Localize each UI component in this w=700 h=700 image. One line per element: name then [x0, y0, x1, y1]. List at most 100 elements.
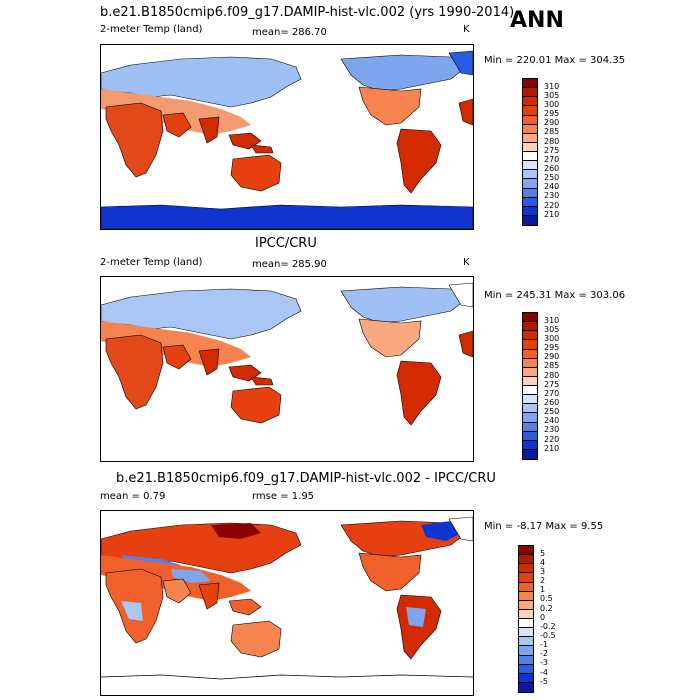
colorbar-tick-label: -2 [540, 649, 548, 658]
panel2-colorbar-segment [523, 358, 537, 368]
panel3-colorbar-segment [519, 628, 533, 638]
panel2-colorbar-segment [523, 386, 537, 396]
colorbar-tick-label: 270 [544, 389, 560, 398]
colorbar-tick-label: 250 [544, 407, 560, 416]
colorbar-tick-label: 280 [544, 371, 560, 380]
colorbar-tick-label: 0 [540, 613, 546, 622]
colorbar-tick-label: 305 [544, 325, 560, 334]
panel2-minmax-label: Min = 245.31 Max = 303.06 [484, 290, 626, 301]
panel3-mean-label: mean = 0.79 [100, 491, 166, 502]
colorbar-tick-label: 280 [544, 137, 560, 146]
main-title: b.e21.B1850cmip6.f09_g17.DAMIP-hist-vlc.… [100, 5, 515, 20]
colorbar-tick-label: 210 [544, 210, 560, 219]
panel1-colorbar-segment [523, 142, 537, 152]
panel2-colorbar-segment [523, 395, 537, 405]
panel3-colorbar-segment [519, 655, 533, 665]
colorbar-tick-label: 295 [544, 343, 560, 352]
panel2-colorbar-segment [523, 431, 537, 441]
panel2-colorbar-segment [523, 449, 537, 459]
panel2-colorbar-segment [523, 413, 537, 423]
colorbar-tick-label: -3 [540, 658, 548, 667]
panel1-colorbar-segment [523, 124, 537, 134]
panel2-colorbar [522, 312, 538, 460]
model-temperature-map [100, 44, 474, 230]
colorbar-tick-label: 300 [544, 334, 560, 343]
panel3-colorbar-segment [519, 582, 533, 592]
colorbar-tick-label: 260 [544, 398, 560, 407]
colorbar-tick-label: 240 [544, 416, 560, 425]
colorbar-tick-label: 290 [544, 352, 560, 361]
colorbar-tick-label: 285 [544, 127, 560, 136]
colorbar-tick-label: -0.5 [540, 631, 556, 640]
panel1-colorbar-segment [523, 179, 537, 189]
colorbar-tick-label: -5 [540, 677, 548, 686]
panel3-colorbar-segment [519, 619, 533, 629]
colorbar-tick-label: 305 [544, 91, 560, 100]
panel3-colorbar-segment [519, 600, 533, 610]
colorbar-tick-label: 290 [544, 118, 560, 127]
colorbar-tick-label: 220 [544, 201, 560, 210]
colorbar-tick-label: 295 [544, 109, 560, 118]
panel3-colorbar-segment [519, 637, 533, 647]
panel3-minmax-label: Min = -8.17 Max = 9.55 [484, 521, 604, 532]
panel3-colorbar [518, 545, 534, 693]
panel2-title: IPCC/CRU [255, 236, 317, 251]
panel1-colorbar-segment [523, 170, 537, 180]
panel2-colorbar-segment [523, 376, 537, 386]
colorbar-tick-label: 230 [544, 425, 560, 434]
panel3-colorbar-segment [519, 573, 533, 583]
colorbar-tick-label: 275 [544, 380, 560, 389]
season-label: ANN [510, 8, 564, 33]
colorbar-tick-label: -0.2 [540, 622, 556, 631]
observed-temperature-map [100, 276, 474, 462]
panel1-colorbar-segment [523, 215, 537, 225]
panel2-colorbar-segment [523, 422, 537, 432]
panel2-colorbar-segment [523, 340, 537, 350]
panel1-colorbar-segment [523, 79, 537, 89]
colorbar-tick-label: 0.2 [540, 604, 553, 613]
panel1-colorbar-segment [523, 115, 537, 125]
colorbar-tick-label: 285 [544, 361, 560, 370]
panel1-units-label: K [463, 24, 470, 35]
panel1-mean-label: mean= 286.70 [252, 27, 327, 38]
panel3-colorbar-segment [519, 664, 533, 674]
panel2-variable-label: 2-meter Temp (land) [100, 257, 203, 268]
colorbar-tick-label: 230 [544, 191, 560, 200]
colorbar-tick-label: 275 [544, 146, 560, 155]
panel3-colorbar-segment [519, 609, 533, 619]
colorbar-tick-label: 1 [540, 585, 546, 594]
colorbar-tick-label: 270 [544, 155, 560, 164]
panel1-colorbar-segment [523, 206, 537, 216]
panel3-colorbar-segment [519, 646, 533, 656]
panel1-colorbar-segment [523, 188, 537, 198]
colorbar-tick-label: 300 [544, 100, 560, 109]
colorbar-tick-label: 250 [544, 173, 560, 182]
panel3-colorbar-segment [519, 673, 533, 683]
panel3-colorbar-segment [519, 555, 533, 565]
panel2-units-label: K [463, 257, 470, 268]
panel1-colorbar-segment [523, 97, 537, 107]
panel2-colorbar-segment [523, 440, 537, 450]
panel1-colorbar-segment [523, 197, 537, 207]
panel3-title: b.e21.B1850cmip6.f09_g17.DAMIP-hist-vlc.… [116, 471, 496, 486]
panel2-colorbar-segment [523, 404, 537, 414]
colorbar-tick-label: 310 [544, 316, 560, 325]
panel3-colorbar-segment [519, 591, 533, 601]
colorbar-tick-label: 2 [540, 576, 546, 585]
panel2-colorbar-segment [523, 349, 537, 359]
panel3-colorbar-segment [519, 682, 533, 692]
colorbar-tick-label: 4 [540, 558, 546, 567]
colorbar-tick-label: 310 [544, 82, 560, 91]
panel3-colorbar-segment [519, 546, 533, 556]
panel3-colorbar-segment [519, 564, 533, 574]
difference-map [100, 510, 474, 696]
panel1-colorbar-segment [523, 106, 537, 116]
panel2-mean-label: mean= 285.90 [252, 259, 327, 270]
panel1-colorbar-segment [523, 133, 537, 143]
panel2-colorbar-segment [523, 367, 537, 377]
colorbar-tick-label: 5 [540, 549, 546, 558]
panel2-colorbar-segment [523, 313, 537, 323]
panel2-colorbar-segment [523, 331, 537, 341]
panel1-colorbar-segment [523, 88, 537, 98]
colorbar-tick-label: 3 [540, 567, 546, 576]
